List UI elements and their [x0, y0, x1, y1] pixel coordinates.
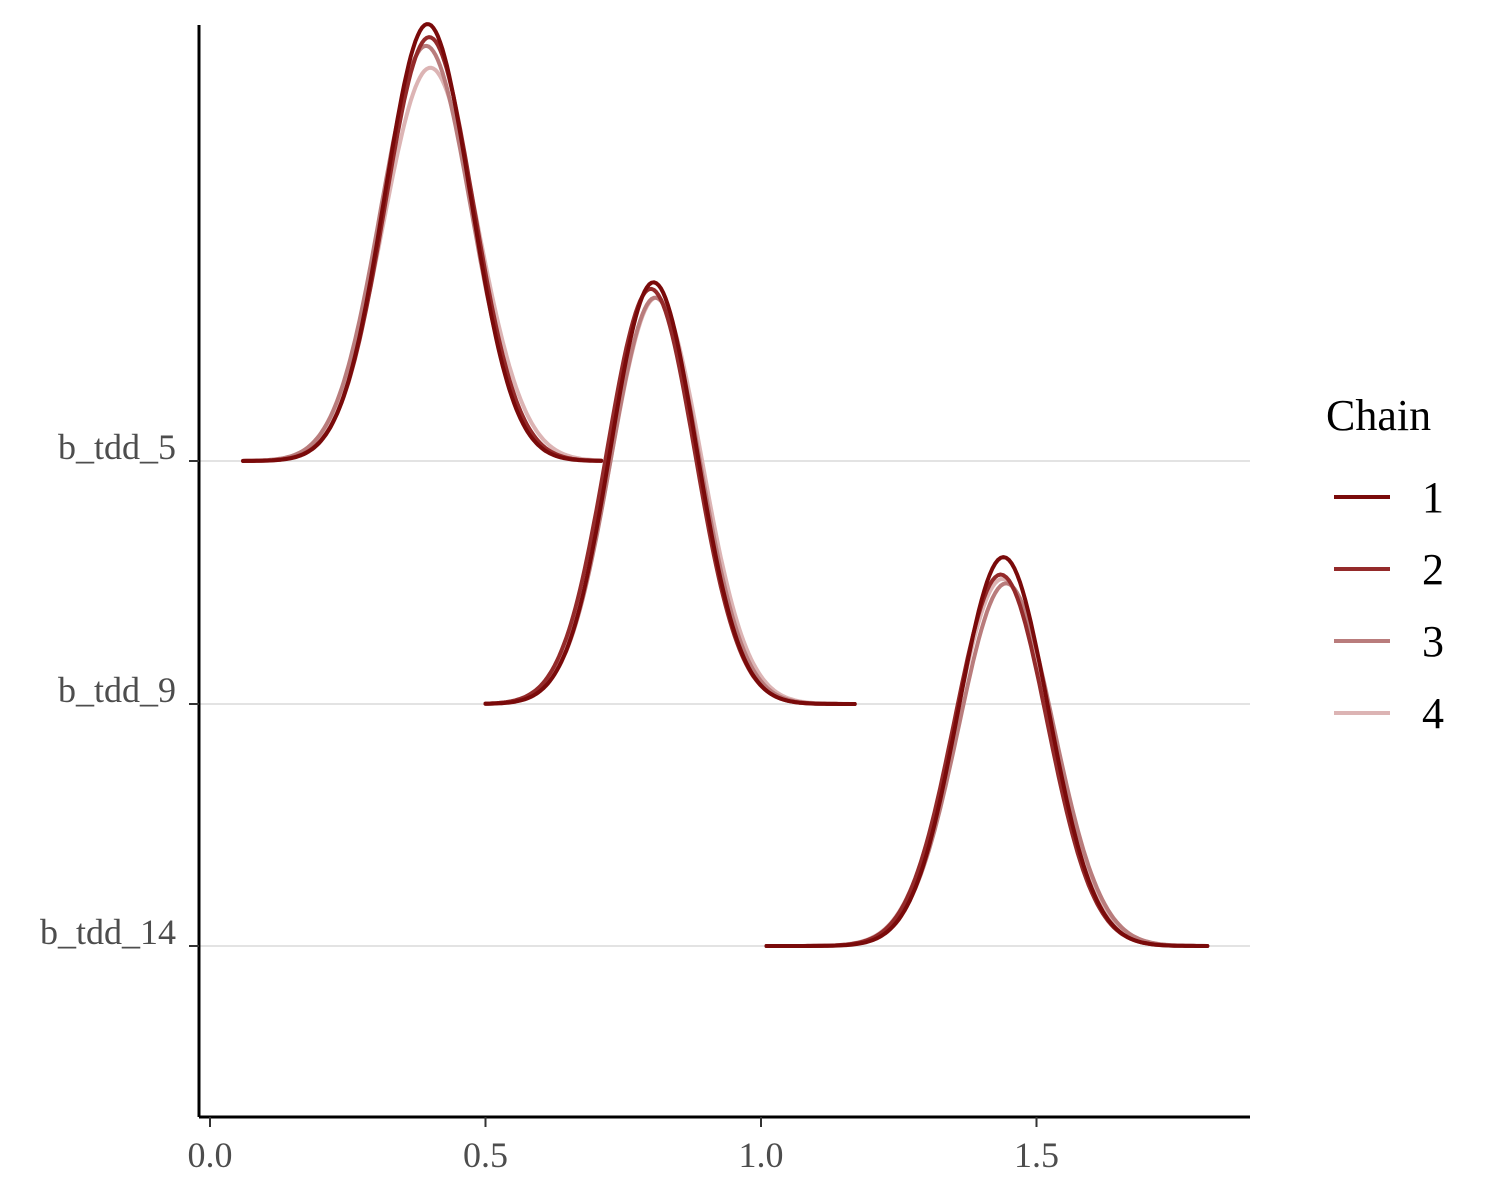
density-curve-b_tdd_5-chain-1 [241, 22, 604, 463]
x-tick-label: 1.0 [739, 1135, 784, 1175]
density-curve-b_tdd_9-chain-1 [483, 280, 857, 706]
density-curve-b_tdd_9-chain-4 [483, 295, 857, 706]
x-ticks: 0.0 0.5 1.0 1.5 [188, 1117, 1059, 1175]
density-curve-b_tdd_9-chain-3 [483, 295, 857, 706]
density-curve-b_tdd_14-chain-4 [764, 577, 1210, 948]
density-curve-b_tdd_9-chain-2 [483, 286, 857, 706]
density-curves [241, 22, 1210, 948]
density-curve-b_tdd_5-chain-2 [241, 35, 604, 463]
legend-items: 1 2 3 4 [1334, 473, 1444, 738]
y-tick-label: b_tdd_9 [58, 670, 176, 710]
axes [197, 25, 1250, 1119]
legend-label-chain-4: 4 [1422, 689, 1444, 738]
y-tick-label: b_tdd_5 [58, 427, 176, 467]
density-curve-b_tdd_5-chain-4 [241, 65, 604, 463]
density-curve-b_tdd_14-chain-1 [764, 555, 1210, 948]
legend-label-chain-3: 3 [1422, 617, 1444, 666]
legend-label-chain-2: 2 [1422, 545, 1444, 594]
x-tick-label: 0.5 [463, 1135, 508, 1175]
density-curve-b_tdd_14-chain-2 [764, 572, 1210, 948]
x-tick-label: 0.0 [188, 1135, 233, 1175]
x-tick-label: 1.5 [1014, 1135, 1059, 1175]
baseline-gridlines [199, 460, 1250, 947]
legend: Chain 1 2 3 4 [1326, 391, 1444, 738]
y-tick-label: b_tdd_14 [40, 912, 176, 952]
legend-label-chain-1: 1 [1422, 473, 1444, 522]
density-curve-b_tdd_14-chain-3 [764, 581, 1210, 948]
legend-title: Chain [1326, 391, 1431, 440]
density-curve-b_tdd_5-chain-3 [241, 43, 604, 463]
y-ticks: b_tdd_5 b_tdd_9 b_tdd_14 [40, 427, 199, 952]
